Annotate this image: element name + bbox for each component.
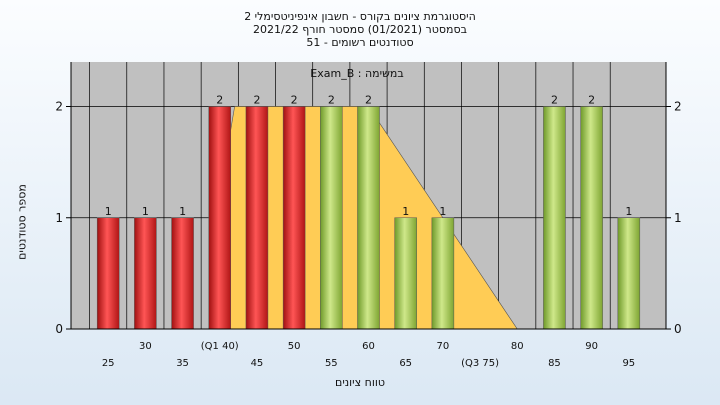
x-tick-label: 70 xyxy=(437,341,450,352)
bar-value-label: 2 xyxy=(365,94,372,107)
bar-value-label: 2 xyxy=(551,94,558,107)
chart-title-block: היסטוגרמת ציונים בקורס - חשבון אינפיניטס… xyxy=(0,10,720,49)
x-tick-label: 30 xyxy=(139,341,152,352)
bar-value-label: 1 xyxy=(402,205,409,218)
x-tick-label: (Q3 75) xyxy=(461,358,499,369)
bar xyxy=(357,106,380,330)
bar xyxy=(543,106,566,330)
chart-title: היסטוגרמת ציונים בקורס - חשבון אינפיניטס… xyxy=(244,10,476,23)
bar xyxy=(208,106,231,330)
x-tick-label: 65 xyxy=(399,358,412,369)
x-tick-label: 95 xyxy=(622,358,635,369)
bar-value-label: 2 xyxy=(216,94,223,107)
bar xyxy=(245,106,269,330)
x-tick-label: 50 xyxy=(288,341,301,352)
bar-value-label: 2 xyxy=(253,94,260,107)
chart-legend: במשימה : Exam_B xyxy=(310,67,404,80)
x-tick-label: 60 xyxy=(362,341,375,352)
bar xyxy=(580,106,603,330)
y-tick-label-right: 2 xyxy=(674,100,682,114)
bar-value-label: 1 xyxy=(625,205,632,218)
chart-subtitle-semester: בסמסטר (01/2021) סמסטר חורף 2021/22 xyxy=(253,23,467,36)
y-tick-label-left: 0 xyxy=(55,322,63,336)
x-tick-label: 35 xyxy=(176,358,189,369)
x-tick-label: 80 xyxy=(511,341,524,352)
x-tick-label: 45 xyxy=(251,358,264,369)
x-axis-label: טווח ציונים xyxy=(335,376,385,389)
bar xyxy=(320,106,343,330)
bar xyxy=(171,217,194,330)
y-tick-label-right: 0 xyxy=(674,322,682,336)
x-tick-label: 55 xyxy=(325,358,338,369)
x-tick-label: (Q1 40) xyxy=(201,341,239,352)
chart-subtitle-registered: סטודנטים רשומים - 51 xyxy=(306,36,414,49)
y-axis-label: מספר סטודנטים xyxy=(15,184,29,260)
bars xyxy=(96,106,641,330)
bar xyxy=(394,217,417,330)
bar-value-labels: 1 1 1 2 2 2 2 2 1 1 2 2 1 xyxy=(105,94,633,218)
bar xyxy=(282,106,306,330)
bar-value-label: 1 xyxy=(179,205,186,218)
bar xyxy=(617,217,641,330)
bar-value-label: 1 xyxy=(142,205,149,218)
x-tick-label: 85 xyxy=(548,358,561,369)
axes: 0 0 1 1 2 2 25 30 35 (Q1 40) 45 50 55 60 65 70 (Q3 75) 80… xyxy=(55,62,682,369)
y-tick-label-left: 1 xyxy=(55,211,63,225)
y-tick-label-right: 1 xyxy=(674,211,682,225)
y-tick-label-left: 2 xyxy=(55,100,63,114)
x-tick-label: 90 xyxy=(585,341,598,352)
bar xyxy=(134,217,157,330)
bar-value-label: 2 xyxy=(291,94,298,107)
bar xyxy=(431,217,455,330)
bar-value-label: 1 xyxy=(105,205,112,218)
bar-value-label: 2 xyxy=(328,94,335,107)
bar-value-label: 1 xyxy=(439,205,446,218)
x-tick-label: 25 xyxy=(102,358,115,369)
bar xyxy=(96,217,120,330)
bar-value-label: 2 xyxy=(588,94,595,107)
